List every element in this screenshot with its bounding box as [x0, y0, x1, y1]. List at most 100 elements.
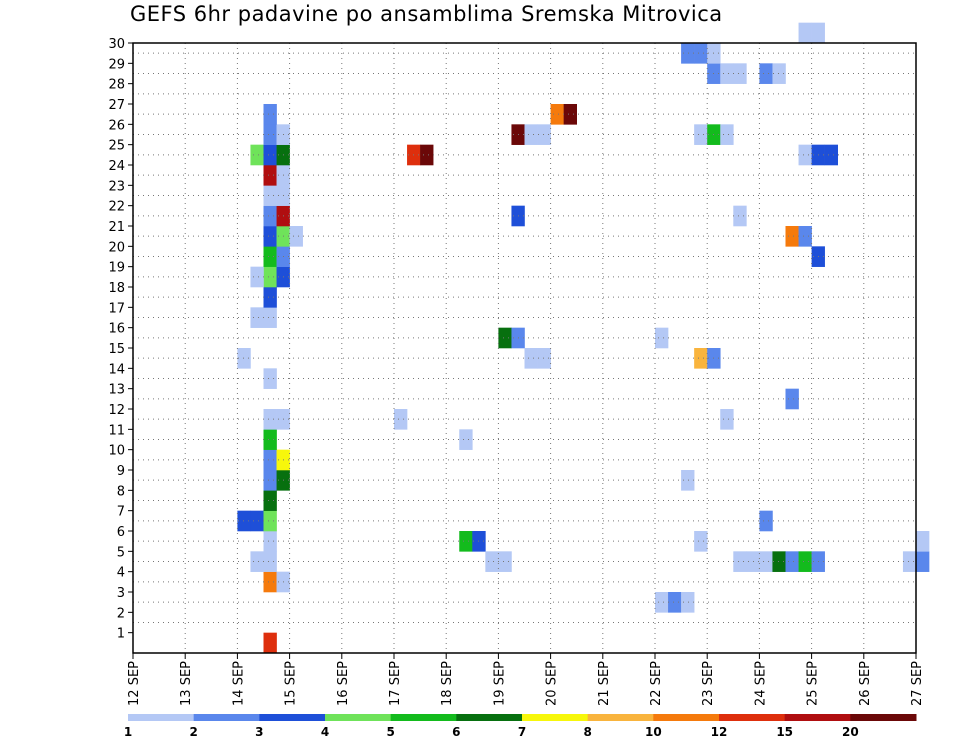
heatmap-cell	[263, 429, 277, 450]
heatmap-cell	[772, 551, 786, 572]
y-tick-label: 14	[108, 362, 125, 377]
legend-label: 7	[518, 725, 526, 739]
heatmap-cell	[498, 327, 512, 349]
heatmap-cell	[550, 104, 564, 125]
heatmap-cell	[263, 632, 277, 654]
heatmap-cell	[263, 571, 277, 593]
heatmap-cell	[811, 22, 825, 44]
heatmap-cell	[250, 551, 264, 572]
legend-swatch	[456, 714, 523, 721]
legend-label: 10	[645, 725, 662, 739]
legend-swatch	[259, 714, 326, 721]
y-tick-label: 28	[108, 78, 125, 93]
y-tick-label: 3	[117, 586, 125, 601]
heatmap-cell	[694, 124, 708, 145]
heatmap-cell	[263, 104, 277, 125]
y-tick-label: 30	[108, 37, 125, 52]
x-tick-label: 19 SEP	[492, 661, 507, 706]
y-tick-label: 22	[108, 200, 125, 215]
legend-swatch	[128, 714, 195, 721]
x-tick-label: 13 SEP	[179, 661, 194, 706]
grid-layer	[133, 43, 916, 653]
legend-swatch	[653, 714, 720, 721]
x-axis: 12 SEP 13 SEP 14 SEP 15 SEP 16 SEP 17 SEP 18 S…	[127, 653, 925, 706]
heatmap-cell	[798, 144, 812, 166]
y-tick-label: 6	[117, 525, 125, 540]
legend-swatch	[193, 714, 260, 721]
heatmap-cell	[263, 307, 277, 328]
legend-label: 8	[583, 725, 591, 739]
heatmap-cell	[263, 185, 277, 206]
heatmap-cell	[250, 307, 264, 328]
legend-label: 4	[321, 725, 329, 739]
heatmap-cell	[263, 409, 277, 430]
heatmap-cell	[720, 124, 734, 145]
y-axis: 1234567891011121314151617181920212223242…	[108, 37, 133, 642]
y-tick-label: 20	[108, 240, 125, 255]
heatmap-cell	[759, 63, 773, 84]
heatmap-cell	[459, 531, 473, 552]
y-tick-label: 19	[108, 261, 125, 276]
cells-layer	[237, 22, 930, 654]
legend-swatch	[390, 714, 457, 721]
heatmap-cell	[250, 510, 264, 532]
legend-swatch	[522, 714, 589, 721]
heatmap-cell	[694, 531, 708, 552]
y-tick-label: 21	[108, 220, 125, 235]
legend-label: 12	[711, 725, 728, 739]
y-tick-label: 18	[108, 281, 125, 296]
heatmap-cell	[263, 144, 277, 166]
x-tick-label: 22 SEP	[649, 661, 664, 706]
heatmap-cell	[263, 266, 277, 288]
heatmap-cell	[537, 124, 551, 145]
y-tick-label: 25	[108, 139, 125, 154]
heatmap-cell	[485, 551, 499, 572]
heatmap-cell	[916, 531, 930, 552]
y-tick-label: 9	[117, 464, 125, 479]
y-tick-label: 7	[117, 505, 125, 520]
x-tick-label: 17 SEP	[388, 661, 403, 706]
heatmap-cell	[250, 266, 264, 288]
heatmap-cell	[263, 490, 277, 511]
heatmap-cell	[394, 409, 408, 430]
x-tick-label: 23 SEP	[701, 661, 716, 706]
heatmap-cell	[798, 551, 812, 572]
x-tick-label: 15 SEP	[284, 661, 299, 706]
legend-swatch	[325, 714, 392, 721]
heatmap-cell	[668, 592, 682, 613]
legend-label: 2	[189, 725, 197, 739]
heatmap-cell	[824, 144, 838, 166]
heatmap-cell	[694, 348, 708, 369]
heatmap-cell	[563, 104, 577, 125]
heatmap-cell	[916, 551, 930, 572]
legend-label: 3	[255, 725, 263, 739]
heatmap-cell	[263, 368, 277, 389]
x-tick-label: 12 SEP	[127, 661, 142, 706]
y-tick-label: 16	[108, 322, 125, 337]
legend-swatch	[850, 714, 917, 721]
legend-label: 15	[776, 725, 793, 739]
heatmap-cell	[681, 470, 695, 491]
x-tick-label: 26 SEP	[858, 661, 873, 706]
heatmap-cell	[733, 551, 747, 572]
y-tick-label: 11	[108, 423, 125, 438]
heatmap-cell	[785, 551, 799, 572]
heatmap-cell	[785, 388, 799, 410]
y-tick-label: 24	[108, 159, 125, 174]
heatmap-cell	[263, 165, 277, 186]
heatmap-cell	[263, 449, 277, 471]
heatmap-cell	[798, 22, 812, 44]
heatmap-cell	[694, 43, 708, 64]
heatmap-cell	[263, 246, 277, 267]
y-tick-label: 23	[108, 179, 125, 194]
y-tick-label: 17	[108, 301, 125, 316]
legend-label: 6	[452, 725, 460, 739]
chart-title: GEFS 6hr padavine po ansamblima Sremska …	[130, 2, 723, 26]
heatmap-cell	[263, 510, 277, 532]
x-tick-label: 20 SEP	[545, 661, 560, 706]
legend-label: 5	[386, 725, 394, 739]
legend-swatch	[719, 714, 786, 721]
heatmap-cell	[524, 124, 538, 145]
y-tick-label: 12	[108, 403, 125, 418]
